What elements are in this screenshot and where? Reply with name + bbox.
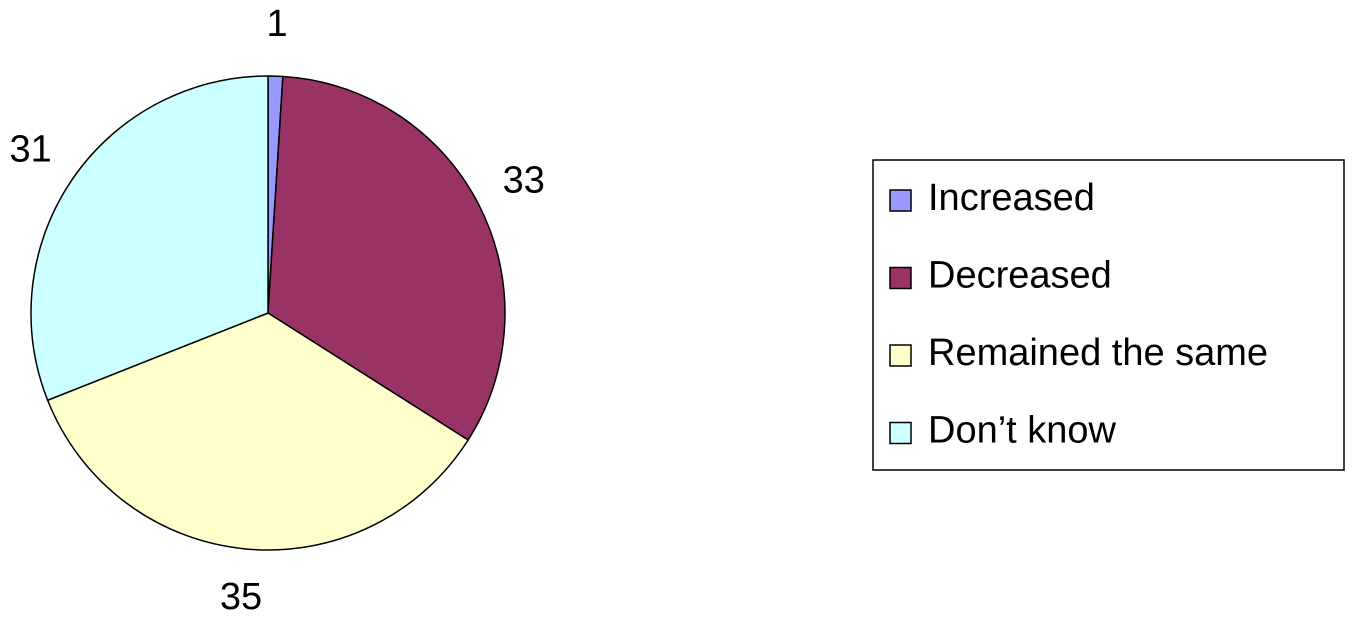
legend-swatch bbox=[889, 421, 912, 445]
legend-swatch bbox=[889, 266, 912, 290]
legend-swatch bbox=[889, 189, 912, 212]
legend-label: Don’t know bbox=[928, 410, 1117, 452]
data-label: 1 bbox=[266, 3, 287, 45]
legend-box bbox=[872, 159, 1345, 471]
data-label: 31 bbox=[9, 129, 51, 171]
pie-slice bbox=[46, 312, 470, 551]
data-label: 33 bbox=[503, 160, 545, 202]
pie-slice bbox=[267, 75, 506, 442]
legend-swatch bbox=[889, 344, 912, 367]
legend-label: Remained the same bbox=[928, 332, 1268, 374]
legend-label: Decreased bbox=[928, 255, 1112, 297]
data-label: 35 bbox=[220, 576, 262, 618]
pie-slice bbox=[30, 75, 269, 402]
legend-label: Increased bbox=[928, 177, 1095, 219]
